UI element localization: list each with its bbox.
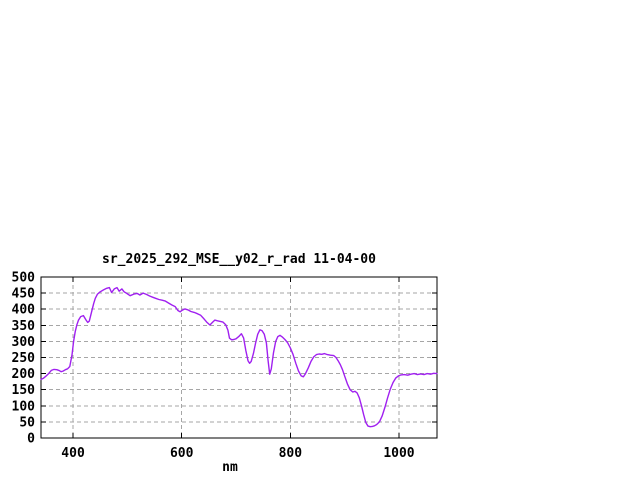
y-tick-label: 250 — [12, 351, 36, 366]
y-tick-label: 350 — [12, 319, 36, 334]
y-tick-label: 200 — [12, 367, 36, 382]
x-tick-label: 1000 — [383, 446, 414, 461]
y-tick-label: 50 — [19, 415, 35, 430]
y-tick-label: 450 — [12, 287, 36, 302]
x-axis-label: nm — [222, 460, 238, 475]
y-tick-label: 500 — [12, 271, 36, 286]
plot-border — [40, 276, 438, 439]
data-series-line — [40, 286, 438, 428]
y-tick-label: 100 — [12, 399, 36, 414]
y-tick-label: 150 — [12, 383, 36, 398]
y-tick-label: 400 — [12, 303, 36, 318]
chart-title: sr_2025_292_MSE__y02_r_rad 11-04-00 — [102, 252, 376, 267]
y-tick-label: 300 — [12, 335, 36, 350]
x-tick-label: 400 — [61, 446, 85, 461]
x-tick-label: 800 — [279, 446, 303, 461]
y-tick-label: 0 — [27, 432, 35, 447]
x-tick-label: 600 — [170, 446, 194, 461]
